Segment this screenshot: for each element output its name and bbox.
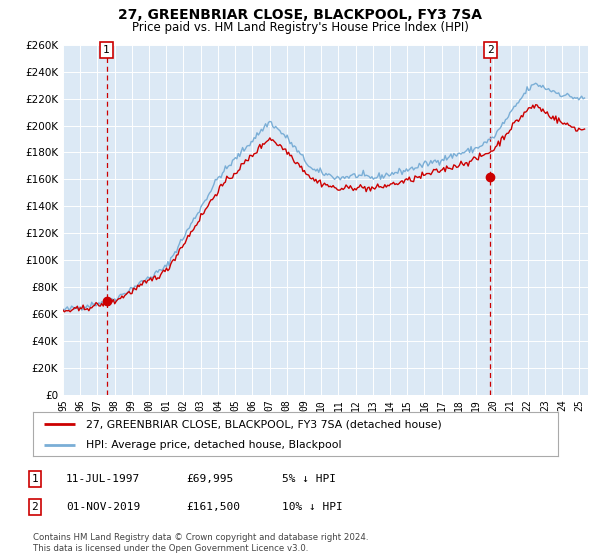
Text: 1: 1 (31, 474, 38, 484)
Text: £161,500: £161,500 (186, 502, 240, 512)
Text: 2: 2 (487, 45, 494, 55)
Text: Price paid vs. HM Land Registry's House Price Index (HPI): Price paid vs. HM Land Registry's House … (131, 21, 469, 34)
Text: 01-NOV-2019: 01-NOV-2019 (66, 502, 140, 512)
Text: 11-JUL-1997: 11-JUL-1997 (66, 474, 140, 484)
Text: 2: 2 (31, 502, 38, 512)
Text: 27, GREENBRIAR CLOSE, BLACKPOOL, FY3 7SA: 27, GREENBRIAR CLOSE, BLACKPOOL, FY3 7SA (118, 8, 482, 22)
Text: 27, GREENBRIAR CLOSE, BLACKPOOL, FY3 7SA (detached house): 27, GREENBRIAR CLOSE, BLACKPOOL, FY3 7SA… (86, 419, 441, 429)
Text: HPI: Average price, detached house, Blackpool: HPI: Average price, detached house, Blac… (86, 440, 341, 450)
Text: 10% ↓ HPI: 10% ↓ HPI (282, 502, 343, 512)
Text: 5% ↓ HPI: 5% ↓ HPI (282, 474, 336, 484)
Text: 1: 1 (103, 45, 110, 55)
Text: Contains HM Land Registry data © Crown copyright and database right 2024.
This d: Contains HM Land Registry data © Crown c… (33, 533, 368, 553)
Text: £69,995: £69,995 (186, 474, 233, 484)
